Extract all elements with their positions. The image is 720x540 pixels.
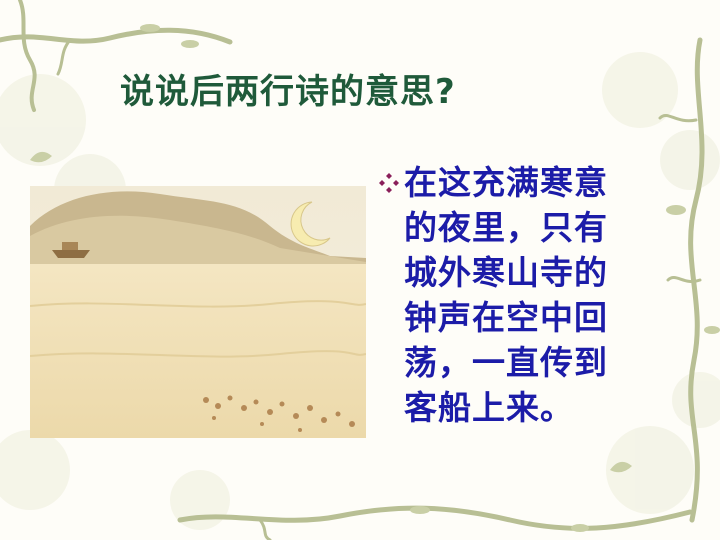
bullet-text-line: 客船上来。 <box>404 388 574 427</box>
bullet-text-line: 城外寒山寺的 <box>404 253 608 292</box>
bullet-text-line: 钟声在空中回 <box>404 298 608 337</box>
night-scene-illustration <box>30 186 366 438</box>
bullet-text-line: 的夜里，只有 <box>404 208 608 247</box>
bullet-text: 在这充满寒意 的夜里，只有 城外寒山寺的 钟声在空中回 荡，一直传到 客船上来。 <box>404 160 674 430</box>
bullet-text-line: 荡，一直传到 <box>404 343 608 382</box>
slide-title: 说说后两行诗的意思? <box>120 72 456 112</box>
diamond-bullet-icon <box>379 173 399 193</box>
bullet-text-line: 在这充满寒意 <box>404 163 608 202</box>
